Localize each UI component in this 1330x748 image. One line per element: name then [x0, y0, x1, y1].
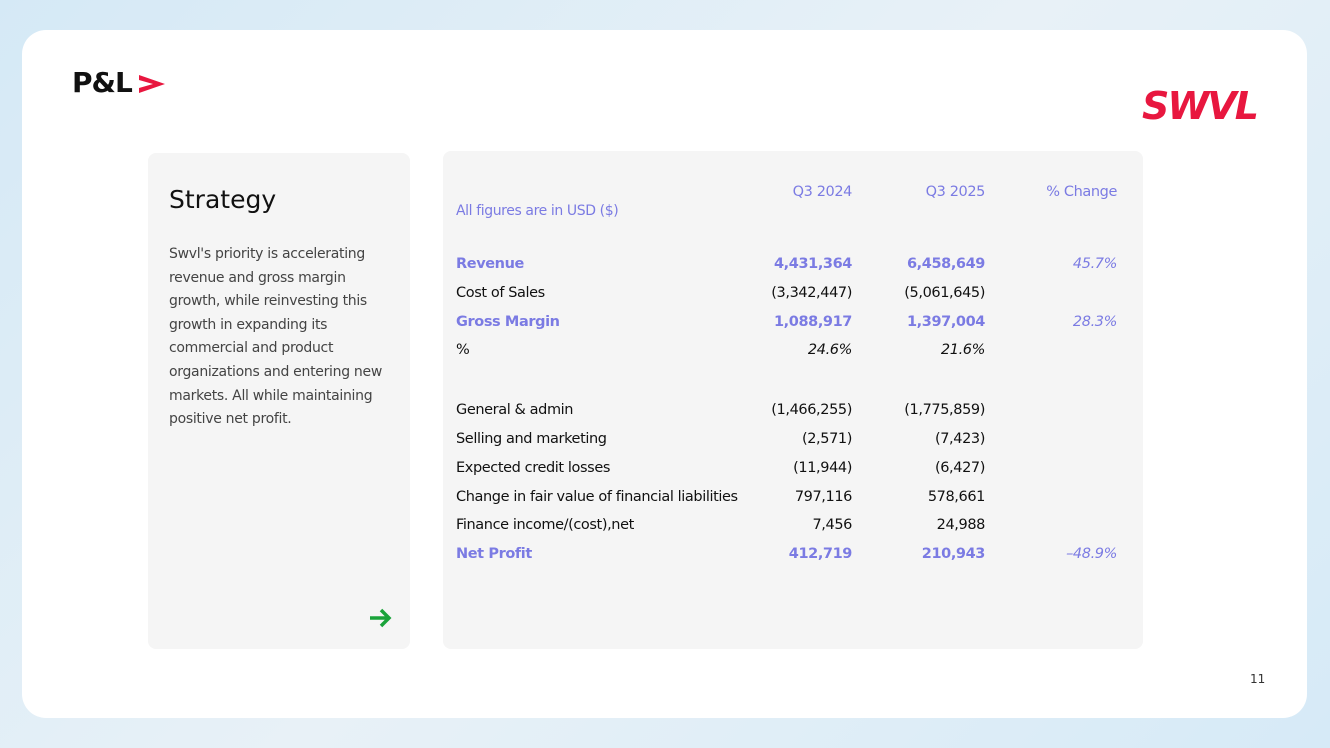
row-value: 210,943 — [921, 546, 986, 563]
row-label: Selling and marketing — [456, 431, 607, 447]
row-value: 578,661 — [927, 488, 986, 505]
table-panel — [443, 151, 1143, 649]
page-number: 11 — [1250, 672, 1266, 686]
logo: SWVL — [1142, 84, 1259, 128]
row-label: General & admin — [456, 402, 574, 419]
strategy-body: Swvl's priority is accelerating revenue … — [169, 246, 382, 428]
row-label: Expected credit losses — [456, 459, 611, 476]
row-label: Change in fair value of financial liabil… — [456, 488, 738, 505]
row-label: Cost of Sales — [456, 284, 545, 301]
row-value: 28.3% — [1072, 313, 1117, 330]
strategy-title: Strategy — [169, 185, 277, 214]
row-value: 7,456 — [812, 517, 852, 534]
row-value: 797,116 — [794, 488, 853, 505]
row-value: 24.6% — [807, 342, 852, 359]
table-note: All figures are in USD ($) — [456, 203, 619, 219]
row-value: (1,775,859) — [904, 402, 985, 419]
row-label: Net Profit — [456, 546, 532, 563]
row-value: 1,088,917 — [773, 313, 852, 330]
row-value: 412,719 — [788, 546, 853, 563]
column-header: % Change — [1046, 184, 1117, 200]
row-value: (5,061,645) — [904, 284, 985, 301]
row-value: 24,988 — [936, 517, 986, 534]
column-header: Q3 2025 — [925, 184, 986, 200]
row-value: 1,397,004 — [906, 313, 985, 330]
row-value: (2,571) — [801, 431, 852, 447]
row-value: (3,342,447) — [771, 284, 852, 301]
strategy-panel — [148, 153, 410, 649]
row-value: (1,466,255) — [771, 402, 852, 419]
row-value: (6,427) — [934, 459, 985, 476]
row-label: Gross Margin — [456, 313, 560, 330]
title-chevron — [139, 75, 165, 93]
arrow-icon — [370, 608, 392, 628]
row-value: (7,423) — [934, 431, 985, 447]
row-value: (11,944) — [793, 459, 852, 476]
row-value: 21.6% — [940, 342, 985, 359]
row-label: Revenue — [456, 256, 524, 272]
page-title: P&L — [72, 66, 133, 99]
row-value: 6,458,649 — [906, 256, 985, 272]
row-value: 4,431,364 — [773, 256, 852, 272]
row-value: –48.9% — [1066, 546, 1117, 563]
row-label: Finance income/(cost),net — [456, 517, 634, 534]
column-header: Q3 2024 — [792, 184, 853, 200]
row-value: 45.7% — [1072, 256, 1117, 272]
row-label: % — [456, 342, 470, 359]
